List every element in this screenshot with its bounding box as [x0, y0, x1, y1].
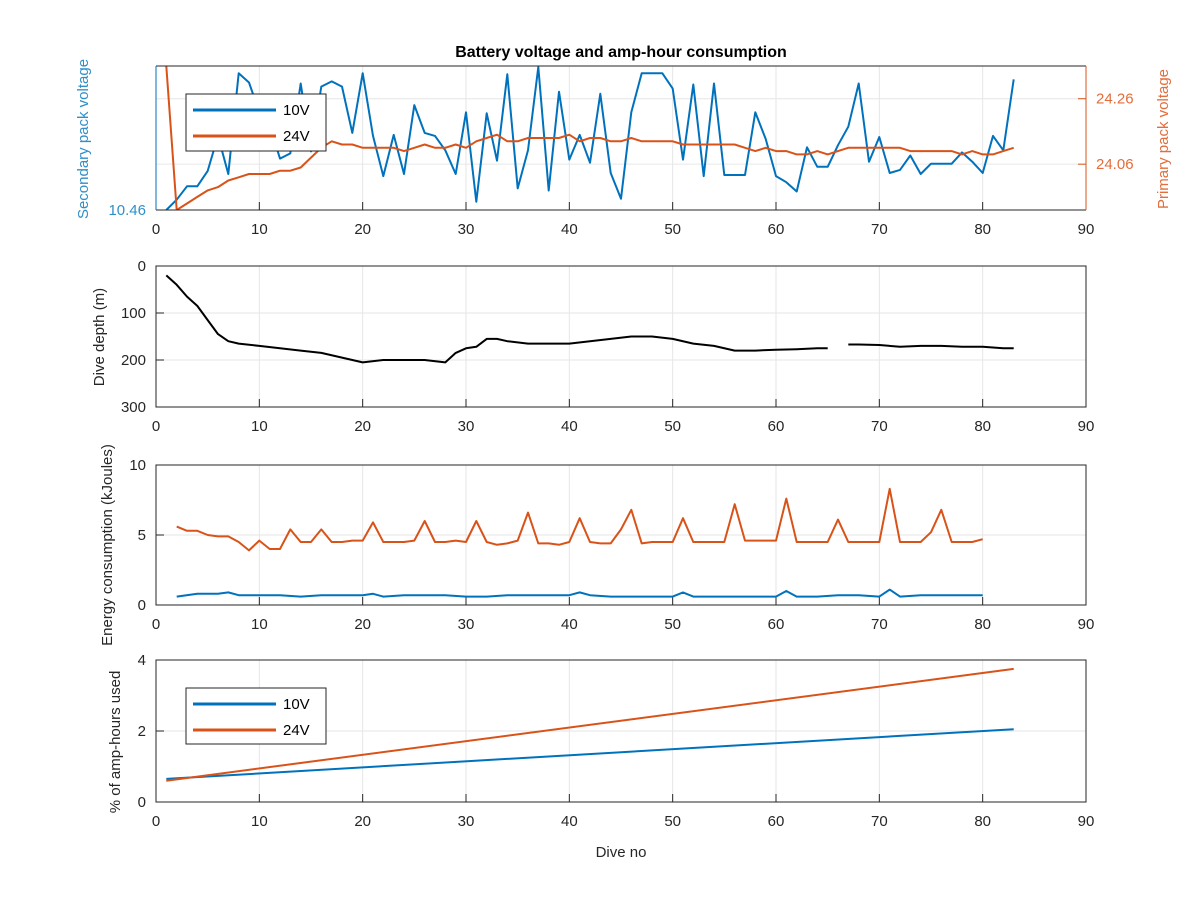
y-axis-label-energy: Energy consumption (kJoules) [99, 444, 116, 646]
panel-energy: 0 10 20 30 40 50 60 70 80 90 0 5 10 [129, 457, 1094, 633]
x-tick-label: 70 [871, 418, 888, 435]
y-tick-label: 2 [138, 723, 146, 740]
y-tick-label: 0 [138, 258, 146, 275]
legend-label-24v: 24V [283, 128, 310, 145]
y-axis-label-secondary-voltage: Secondary pack voltage [75, 59, 92, 219]
x-tick-label: 30 [458, 418, 475, 435]
x-tick-label: 70 [871, 813, 888, 830]
legend-label-24v: 24V [283, 722, 310, 739]
x-tick-label: 10 [251, 616, 268, 633]
x-tick-label: 10 [251, 813, 268, 830]
y-tick-label-right: 24.26 [1096, 91, 1134, 108]
x-tick-label: 0 [152, 221, 160, 238]
y-tick-label-right: 24.06 [1096, 156, 1134, 173]
legend-label-10v: 10V [283, 696, 310, 713]
x-tick-label: 90 [1078, 616, 1095, 633]
y-tick-label: 5 [138, 527, 146, 544]
x-axis-label: Dive no [596, 844, 647, 861]
y-tick-label: 0 [138, 597, 146, 614]
panel-dive-depth: 0 10 20 30 40 50 60 70 80 90 0 100 200 300 [121, 258, 1094, 435]
x-tick-label: 20 [354, 813, 371, 830]
panel-voltage: 0 10 20 30 40 50 60 70 80 90 24.26 24.06 10.46 [108, 65, 1134, 238]
x-tick-label: 80 [974, 418, 991, 435]
series-line-0 [165, 274, 1014, 364]
axes-frame [155, 265, 1087, 408]
series-line-24v [165, 66, 1015, 210]
legend-label-10v: 10V [283, 102, 310, 119]
y-tick-label-left: 10.46 [108, 202, 146, 219]
x-tick-label: 90 [1078, 813, 1095, 830]
series-line-24v [166, 667, 1014, 782]
y-axis-label-amp-hours: % of amp-hours used [107, 671, 124, 814]
x-tick-label: 50 [664, 418, 681, 435]
x-tick-label: 50 [664, 221, 681, 238]
x-tick-label: 70 [871, 616, 888, 633]
y-tick-label: 300 [121, 399, 146, 416]
legend-bottom: 10V 24V [185, 687, 327, 745]
chart-title: Battery voltage and amp-hour consumption [455, 44, 787, 61]
x-tick-label: 40 [561, 221, 578, 238]
x-tick-label: 40 [561, 813, 578, 830]
x-tick-label: 80 [974, 616, 991, 633]
panel-amp-hours: 0 10 20 30 40 50 60 70 80 90 0 2 4 [138, 652, 1095, 830]
x-tick-label: 60 [768, 616, 785, 633]
x-tick-label: 0 [152, 418, 160, 435]
y-tick-label: 200 [121, 352, 146, 369]
x-tick-label: 50 [664, 616, 681, 633]
y-axis-label-primary-voltage: Primary pack voltage [1155, 69, 1172, 209]
y-axis-label-dive-depth: Dive depth (m) [91, 288, 108, 386]
x-tick-label: 60 [768, 418, 785, 435]
series-line-1 [176, 588, 983, 598]
x-tick-label: 80 [974, 221, 991, 238]
x-tick-label: 30 [458, 813, 475, 830]
x-tick-label: 90 [1078, 418, 1095, 435]
x-tick-label: 0 [152, 616, 160, 633]
series-line-10v [166, 728, 1014, 780]
y-tick-label: 100 [121, 305, 146, 322]
x-tick-label: 20 [354, 418, 371, 435]
x-tick-label: 50 [664, 813, 681, 830]
axes-frame [155, 659, 1087, 803]
x-tick-label: 40 [561, 418, 578, 435]
y-tick-label: 0 [138, 794, 146, 811]
x-tick-label: 80 [974, 813, 991, 830]
x-tick-label: 10 [251, 221, 268, 238]
x-tick-label: 90 [1078, 221, 1095, 238]
legend-top: 10V 24V [185, 93, 327, 152]
x-tick-label: 20 [354, 221, 371, 238]
x-tick-label: 70 [871, 221, 888, 238]
x-tick-label: 30 [458, 616, 475, 633]
x-tick-label: 30 [458, 221, 475, 238]
x-tick-label: 0 [152, 813, 160, 830]
y-tick-label: 10 [129, 457, 146, 474]
series-line-0 [176, 487, 983, 552]
x-tick-label: 20 [354, 616, 371, 633]
x-tick-label: 60 [768, 813, 785, 830]
y-tick-label: 4 [138, 652, 146, 669]
x-tick-label: 40 [561, 616, 578, 633]
x-tick-label: 10 [251, 418, 268, 435]
axes-frame [155, 464, 1087, 606]
x-tick-label: 60 [768, 221, 785, 238]
